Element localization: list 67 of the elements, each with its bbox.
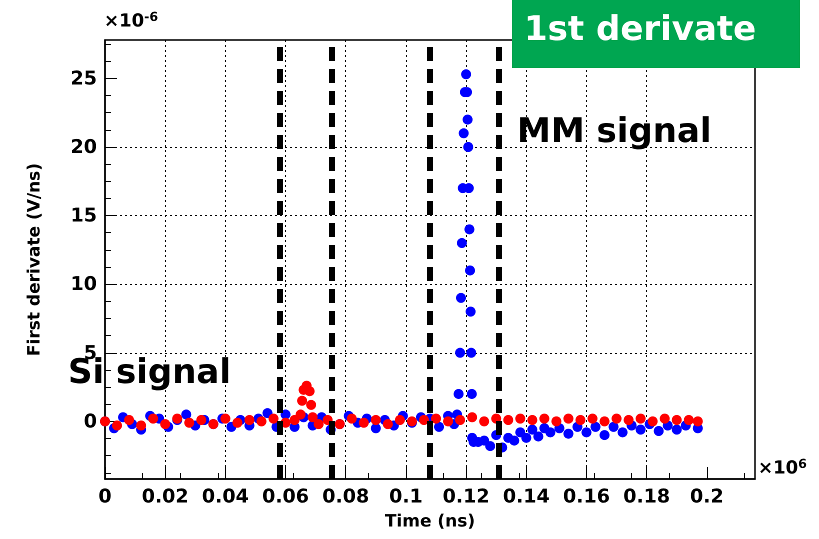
point <box>306 400 316 410</box>
point <box>527 415 538 426</box>
point <box>467 412 478 422</box>
point <box>672 415 682 426</box>
y-tick-label: 15 <box>70 204 97 227</box>
point <box>290 415 300 426</box>
x-tick-label: 0.1 <box>389 486 423 508</box>
x-tick-label: 0.14 <box>502 486 550 508</box>
point <box>479 416 490 426</box>
point <box>684 415 694 426</box>
x-tick-label: 0.06 <box>262 486 309 508</box>
point <box>136 420 146 430</box>
chart-title: 1st derivate <box>524 9 756 49</box>
point <box>308 412 318 422</box>
point <box>431 414 442 424</box>
point <box>314 419 324 430</box>
point <box>112 420 122 430</box>
point <box>256 416 266 426</box>
point <box>648 416 658 426</box>
annotation: MM signal <box>517 111 712 151</box>
point <box>515 414 526 424</box>
x-tick-label: 0.16 <box>563 486 610 508</box>
point <box>382 419 393 430</box>
x-tick-label: 0.18 <box>623 486 670 508</box>
point <box>551 416 562 426</box>
point <box>443 416 454 426</box>
point <box>268 414 279 424</box>
point <box>184 418 194 428</box>
y-tick-label: 0 <box>84 410 97 432</box>
point <box>220 414 230 424</box>
x-tick-label: 0.2 <box>690 486 724 508</box>
y-tick-label: 25 <box>70 67 97 90</box>
point <box>455 415 466 426</box>
point <box>539 414 550 424</box>
point <box>636 414 646 424</box>
point <box>600 416 610 426</box>
point <box>232 418 242 428</box>
point <box>612 414 622 424</box>
x-tick-label: 0.02 <box>142 486 189 508</box>
x-tick-label: 0.04 <box>202 486 249 508</box>
point <box>692 416 703 426</box>
x-tick-label: 0.12 <box>442 486 490 508</box>
point <box>297 396 308 406</box>
point <box>160 419 170 430</box>
point <box>346 414 357 424</box>
point <box>624 415 634 426</box>
y-axis-title: First derivate (V/ns) <box>24 162 44 356</box>
point <box>148 414 158 424</box>
point <box>563 414 574 424</box>
x-axis-title: Time (ns) <box>384 512 476 532</box>
point <box>660 414 670 424</box>
point <box>244 415 254 426</box>
x-tick-label: 0.08 <box>322 486 370 508</box>
point <box>358 418 369 428</box>
point <box>588 414 598 424</box>
point <box>575 415 586 426</box>
point <box>418 415 429 426</box>
point <box>503 415 514 426</box>
point <box>370 415 381 426</box>
x-tick-label: 0 <box>98 486 112 508</box>
point <box>304 386 315 396</box>
point <box>196 415 206 426</box>
point <box>394 415 405 426</box>
point <box>124 415 134 426</box>
y-tick-label: 20 <box>70 136 97 158</box>
y-tick-label: 10 <box>70 273 97 296</box>
point <box>296 410 306 420</box>
